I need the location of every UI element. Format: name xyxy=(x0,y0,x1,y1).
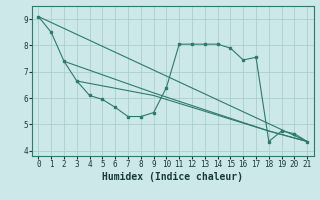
X-axis label: Humidex (Indice chaleur): Humidex (Indice chaleur) xyxy=(102,172,243,182)
